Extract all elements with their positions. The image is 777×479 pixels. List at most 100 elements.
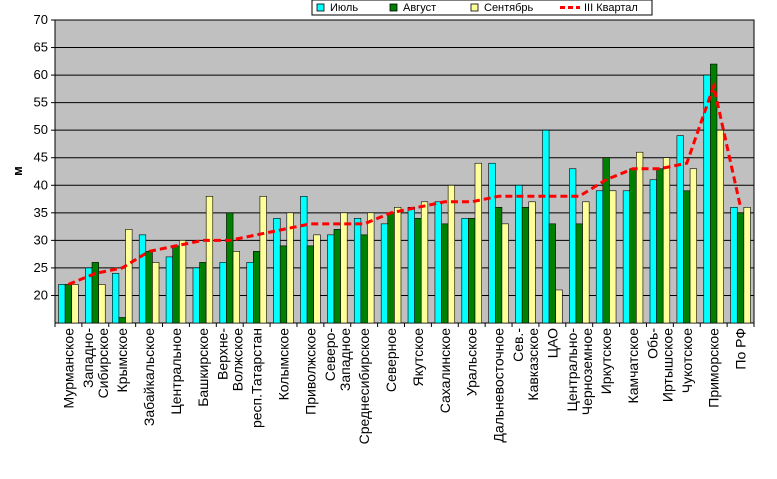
bar xyxy=(273,218,281,324)
category-label: Сев.- xyxy=(510,328,526,362)
bar xyxy=(595,190,604,324)
category-label: Центрально- xyxy=(564,328,580,412)
bar xyxy=(64,284,73,324)
legend-swatch xyxy=(470,3,479,12)
category-label: Якутское xyxy=(410,328,426,387)
bar xyxy=(172,245,180,324)
bar xyxy=(286,212,294,324)
legend-label: Сентябрь xyxy=(484,2,534,14)
bar xyxy=(58,284,66,324)
bar xyxy=(192,267,200,324)
bar xyxy=(394,207,402,324)
bar xyxy=(468,218,476,324)
bar xyxy=(407,207,415,324)
bar xyxy=(434,201,442,324)
y-tick-label: 65 xyxy=(34,40,48,55)
bar xyxy=(232,251,240,324)
y-tick-label: 20 xyxy=(34,287,48,302)
legend-label: Август xyxy=(403,2,436,14)
bar xyxy=(387,212,395,324)
legend: Июль Август Сентябрь III Квартал xyxy=(311,0,653,16)
y-tick-label: 40 xyxy=(34,177,48,192)
category-label: Иртышское xyxy=(659,328,675,402)
bars xyxy=(58,63,751,324)
y-tick-label: 30 xyxy=(34,232,48,247)
bar xyxy=(636,151,644,324)
category-label: Дальневосточное xyxy=(491,328,507,443)
category-label: Среднесибирское xyxy=(356,328,372,445)
bar xyxy=(548,223,556,324)
bar xyxy=(629,168,637,324)
bar xyxy=(582,201,590,324)
bar xyxy=(353,218,362,324)
category-label: Крымское xyxy=(114,328,130,393)
bar xyxy=(219,262,227,324)
bar xyxy=(474,162,482,324)
category-label: Черноземное xyxy=(579,328,595,415)
bar xyxy=(447,184,456,324)
category-label: Приморское xyxy=(706,328,722,408)
bar xyxy=(689,168,697,324)
bar xyxy=(327,234,335,324)
bar xyxy=(340,212,348,324)
category-label: Западно- xyxy=(80,328,96,388)
bar xyxy=(145,251,153,324)
category-label: По РФ xyxy=(733,328,749,370)
bar xyxy=(441,223,449,324)
bar xyxy=(226,212,234,324)
category-label: Приволжское xyxy=(302,328,318,415)
category-label: Верхне- xyxy=(214,328,230,380)
category-label: Мурманское xyxy=(60,328,76,409)
bar xyxy=(555,289,563,324)
category-label: Камчатское xyxy=(625,328,641,404)
bar xyxy=(743,207,751,324)
bar xyxy=(333,229,341,324)
bar xyxy=(152,262,160,324)
y-tick-label: 35 xyxy=(34,205,48,220)
category-label: ЦАО xyxy=(544,328,560,358)
bar xyxy=(71,284,79,324)
bar xyxy=(313,234,321,324)
bar xyxy=(91,262,99,324)
category-label: Обь- xyxy=(644,328,660,359)
bar xyxy=(494,207,503,324)
category-label: Иркутское xyxy=(598,328,614,394)
bar xyxy=(178,240,187,324)
bar xyxy=(716,129,724,324)
legend-swatch xyxy=(389,3,398,12)
bar xyxy=(730,207,738,324)
category-label: Центральное xyxy=(168,328,184,415)
bar xyxy=(199,262,207,324)
bar xyxy=(656,168,664,324)
bar xyxy=(414,218,422,324)
bar xyxy=(380,223,389,324)
bar xyxy=(205,195,214,324)
category-label: Северо- xyxy=(322,328,338,382)
legend-label: III Квартал xyxy=(584,2,638,14)
category-label: Кавказское xyxy=(525,328,541,401)
bar xyxy=(300,195,308,324)
bar xyxy=(569,168,577,324)
bar xyxy=(736,212,745,324)
category-label: Волжское xyxy=(229,328,245,391)
bar xyxy=(488,162,496,324)
bar xyxy=(279,245,288,324)
bar xyxy=(542,129,550,324)
category-label: Сибирское xyxy=(95,328,111,399)
plot-area xyxy=(54,19,755,324)
bar xyxy=(138,234,147,324)
bar xyxy=(112,273,120,324)
bar xyxy=(259,195,267,324)
bar xyxy=(367,212,375,324)
bar xyxy=(246,262,254,324)
bar xyxy=(683,190,691,324)
bar xyxy=(515,184,523,324)
category-label: респ.Татарстан xyxy=(249,328,265,428)
bar xyxy=(649,179,657,324)
y-tick-label: 50 xyxy=(34,122,48,137)
category-label: Башкирское xyxy=(195,328,211,407)
bar xyxy=(609,190,617,324)
bar xyxy=(528,201,536,324)
category-label: Сахалинское xyxy=(437,328,453,413)
